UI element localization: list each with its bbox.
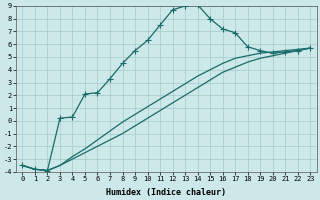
X-axis label: Humidex (Indice chaleur): Humidex (Indice chaleur): [106, 188, 226, 197]
